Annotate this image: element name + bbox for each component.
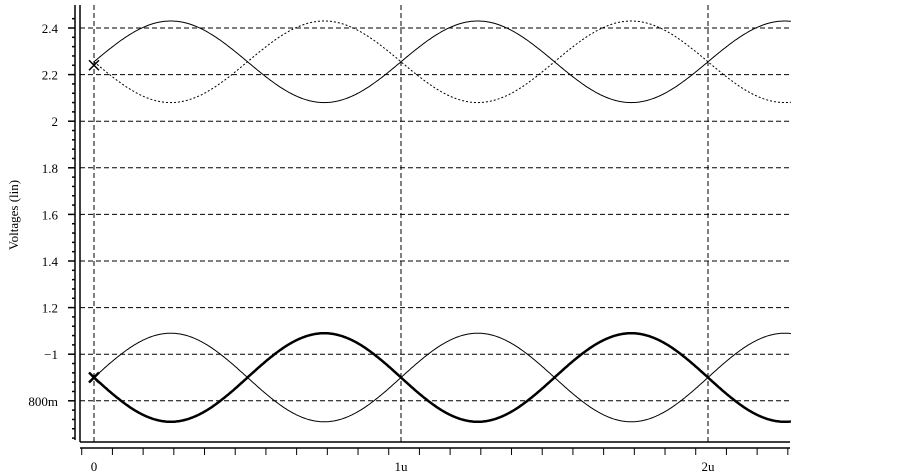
- series-1-line: [93, 20, 791, 104]
- series-3-line: [93, 331, 792, 424]
- y-axis-label: Voltages (lin): [6, 180, 21, 250]
- x-tick-label: 0: [91, 459, 98, 474]
- series-group: [93, 20, 792, 424]
- x-tick-label: 1u: [395, 459, 409, 474]
- y-tick-label: 1.8: [42, 161, 58, 176]
- cursor-markers: [88, 59, 100, 384]
- x-marker-icon: [88, 371, 100, 384]
- x-marker-icon: [88, 59, 100, 71]
- y-tick-label: 2.2: [42, 68, 58, 83]
- axes: 2.4 2.2 2 1.8 1.6 1.4 1.2 −1 800m 0 1u 2u: [28, 5, 790, 474]
- grid: [80, 5, 790, 442]
- y-tick-label: 800m: [28, 394, 58, 409]
- y-tick-label: 2: [52, 114, 59, 129]
- y-tick-label: 2.4: [42, 21, 59, 36]
- y-tick-label: 1.4: [42, 254, 59, 269]
- series-2-line: [93, 332, 791, 423]
- y-tick-label: 1.6: [42, 207, 59, 222]
- y-tick-label: −1: [44, 347, 58, 362]
- y-tick-label: 1.2: [42, 301, 58, 316]
- series-0-line: [93, 20, 791, 104]
- x-tick-label: 2u: [702, 459, 716, 474]
